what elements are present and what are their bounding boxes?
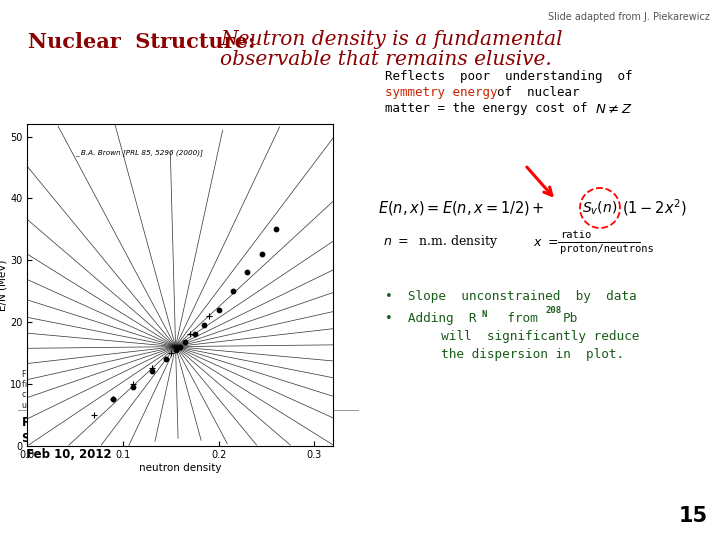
Text: units of neutron/fm³.: units of neutron/fm³. <box>22 400 105 409</box>
Point <box>213 305 225 314</box>
Text: Feb 10, 2012: Feb 10, 2012 <box>22 448 112 461</box>
Text: matter = the energy cost of: matter = the energy cost of <box>385 102 588 115</box>
Text: ratio: ratio <box>560 230 591 240</box>
Point <box>127 382 138 391</box>
Point <box>228 287 239 295</box>
Text: R. Michaels,  Jlab: R. Michaels, Jlab <box>22 416 136 429</box>
Text: the dispersion in  plot.: the dispersion in plot. <box>403 348 624 361</box>
Point <box>170 346 181 354</box>
Text: •  Adding  R: • Adding R <box>385 312 477 325</box>
Point <box>203 312 215 320</box>
Text: $x\ =$: $x\ =$ <box>533 235 559 248</box>
Point <box>108 395 120 403</box>
Text: Reflects  poor  understanding  of: Reflects poor understanding of <box>385 70 632 83</box>
Point <box>270 225 282 234</box>
Text: observable that remains elusive.: observable that remains elusive. <box>220 50 552 69</box>
Point <box>189 330 200 339</box>
Point <box>108 395 120 403</box>
Text: symmetry energy: symmetry energy <box>385 86 498 99</box>
X-axis label: neutron density: neutron density <box>139 463 222 473</box>
Text: 208: 208 <box>546 306 562 315</box>
Text: •  Slope  unconstrained  by  data: • Slope unconstrained by data <box>385 290 636 303</box>
Text: $n\ =\ $ n.m. density: $n\ =\ $ n.m. density <box>383 233 498 251</box>
Text: $(1-2x^2)$: $(1-2x^2)$ <box>622 198 687 218</box>
Point <box>179 338 191 346</box>
Y-axis label: E/N (MeV): E/N (MeV) <box>0 259 7 310</box>
Text: Pb: Pb <box>563 312 578 325</box>
Text: $N \neq Z$: $N \neq Z$ <box>595 103 632 116</box>
Point <box>146 364 158 373</box>
Text: Seminar @ UVa: Seminar @ UVa <box>22 432 123 445</box>
Text: proton/neutrons: proton/neutrons <box>560 244 654 254</box>
Text: Slide adapted from J. Piekarewicz: Slide adapted from J. Piekarewicz <box>548 12 710 22</box>
Point <box>146 367 158 376</box>
Point <box>199 321 210 329</box>
Point <box>241 268 253 277</box>
Text: calculations and the crosses are SkX.  The neutron density is in: calculations and the crosses are SkX. Th… <box>22 390 276 399</box>
Text: filled circles are the Friedman-Pandharipande (FP) variational: filled circles are the Friedman-Pandhari… <box>22 380 269 389</box>
Point <box>256 249 267 258</box>
Text: $S_v(n)$: $S_v(n)$ <box>582 199 618 217</box>
Text: Neutron density is a fundamental: Neutron density is a fundamental <box>220 30 562 49</box>
Point <box>89 410 100 419</box>
Text: from: from <box>492 312 553 325</box>
Text: $E(n,x) = E(n, x=1/2) +$: $E(n,x) = E(n, x=1/2) +$ <box>378 199 544 217</box>
Text: will  significantly reduce: will significantly reduce <box>403 330 639 343</box>
Text: FIG. 2.   The neutron EOS for 18 Skyrme parameter sets. The: FIG. 2. The neutron EOS for 18 Skyrme pa… <box>22 370 266 379</box>
Text: Nuclear  Structure:: Nuclear Structure: <box>28 32 256 52</box>
Text: _ B.A. Brown [PRL 85, 5296 (2000)]: _ B.A. Brown [PRL 85, 5296 (2000)] <box>75 149 203 156</box>
Point <box>165 348 176 357</box>
Text: of  nuclear: of nuclear <box>482 86 580 99</box>
Text: 15: 15 <box>679 506 708 526</box>
Text: N: N <box>481 310 487 319</box>
Point <box>161 355 172 363</box>
Point <box>184 330 196 339</box>
Point <box>174 342 186 351</box>
Point <box>127 380 138 388</box>
